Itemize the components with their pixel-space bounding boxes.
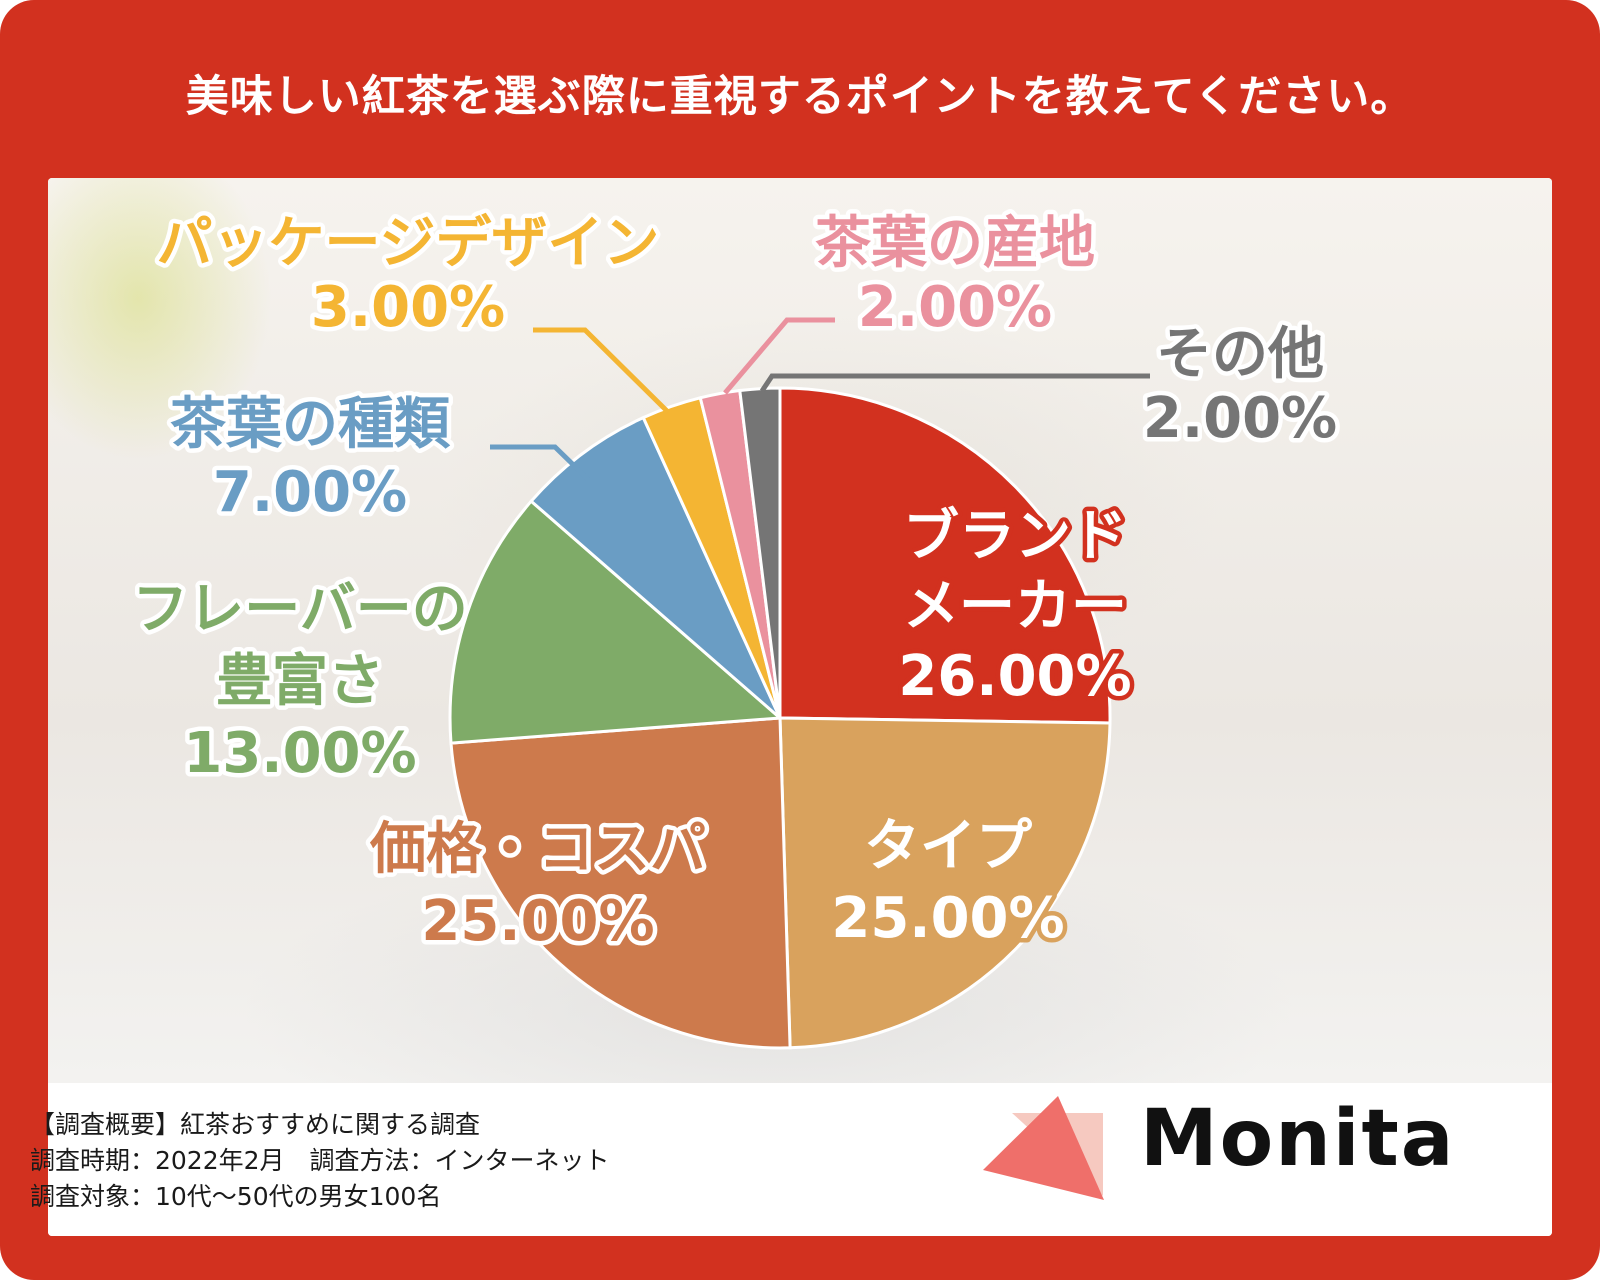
- label-leader-line: [723, 317, 835, 395]
- survey-target: 調査対象：10代〜50代の男女100名: [30, 1182, 442, 1211]
- slice-value-label: 13.00%: [183, 721, 416, 786]
- label-leader-line: [490, 444, 594, 485]
- slice-category-label: 茶葉の種類: [170, 392, 451, 457]
- slice-value-label: 7.00%: [213, 460, 407, 525]
- page-title: 美味しい紅茶を選ぶ際に重視するポイントを教えてください。: [185, 72, 1415, 122]
- slice-value-label: 2.00%: [858, 275, 1052, 340]
- label-leader-line: [759, 373, 1150, 393]
- pie-slice: [778, 386, 1112, 725]
- slice-value-label: 25.00%: [421, 889, 654, 954]
- chart-panel: [48, 178, 1552, 1236]
- slice-category-label: タイプ: [864, 814, 1032, 879]
- slice-category-label: その他: [1156, 322, 1324, 387]
- slice-value-label: 2.00%: [1143, 386, 1337, 451]
- slice-category-label: フレーバーの: [132, 577, 467, 642]
- pie-slice: [449, 716, 792, 1050]
- slice-category-label: 茶葉の産地: [815, 211, 1095, 276]
- slice-category-label: メーカー: [903, 574, 1127, 639]
- monita-logo-mark: [983, 1096, 1104, 1200]
- slice-category-label: パッケージデザイン: [157, 211, 660, 276]
- slice-category-label: ブランド: [903, 504, 1127, 569]
- survey-overview: 【調査概要】紅茶おすすめに関する調査: [30, 1110, 481, 1139]
- pie-slice: [778, 716, 1112, 1050]
- slice-category-label: 価格・コスパ: [369, 817, 706, 882]
- slice-value-label: 26.00%: [898, 644, 1131, 709]
- survey-footer: [48, 1083, 1552, 1236]
- slice-value-label: 25.00%: [831, 886, 1064, 951]
- pie-slice: [448, 499, 784, 745]
- logo-text: Monita: [1140, 1094, 1456, 1184]
- survey-period-method: 調査時期：2022年2月 調査方法：インターネット: [30, 1146, 610, 1175]
- logo-mark-front-triangle: [983, 1096, 1104, 1200]
- pie-slice: [738, 386, 782, 719]
- slice-value-label: 3.00%: [311, 275, 505, 340]
- slice-category-label: 豊富さ: [216, 649, 384, 714]
- pie-slice: [529, 415, 782, 720]
- label-leader-line: [533, 327, 670, 414]
